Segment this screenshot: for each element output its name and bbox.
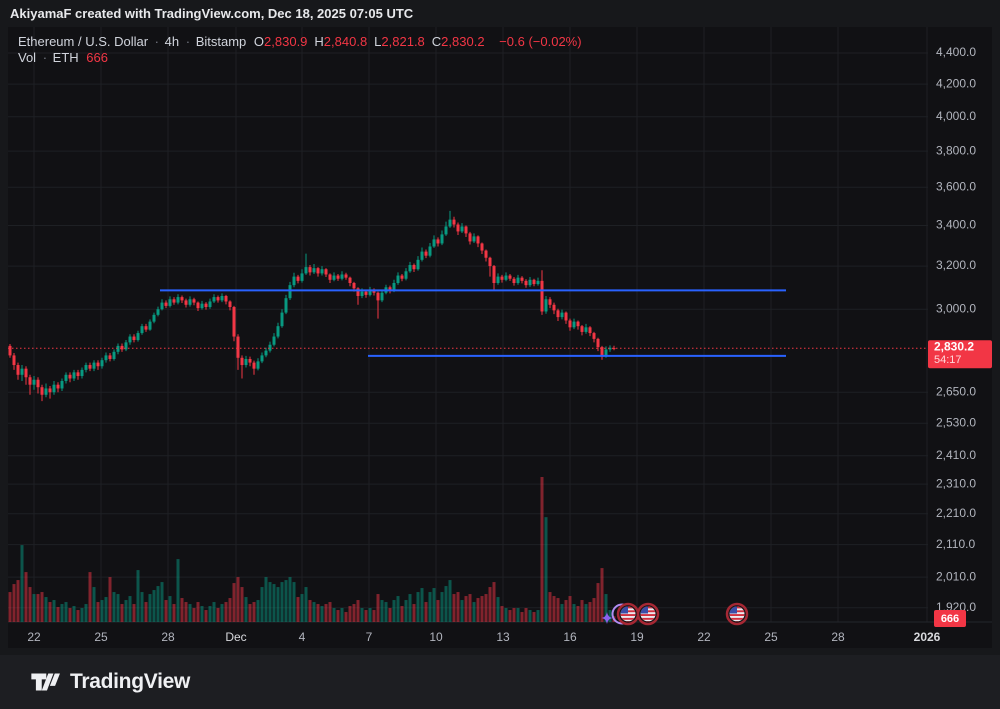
svg-text:7: 7 [366,630,373,644]
separator-dot: · [185,34,191,49]
ohlc-l-label: L [374,34,382,49]
svg-text:2,650.0: 2,650.0 [936,384,976,398]
candlestick-series [8,210,616,402]
legend-symbol-row: Ethereum / U.S. Dollar · 4h · Bitstamp O… [18,34,586,49]
us-flag-event-icon[interactable] [725,602,749,626]
svg-text:4,200.0: 4,200.0 [936,76,976,90]
svg-text:28: 28 [161,630,175,644]
price-axis[interactable]: 4,400.0 4,200.0 4,000.0 3,800.0 3,600.0 3,400… [936,45,976,614]
svg-text:2,310.0: 2,310.0 [936,476,976,490]
svg-text:3,200.0: 3,200.0 [936,258,976,272]
svg-text:2,110.0: 2,110.0 [936,537,975,551]
svg-text:19: 19 [630,630,644,644]
last-price-axis-label: 2,830.254:17 [928,339,992,369]
svg-text:Dec: Dec [225,630,246,644]
price-chart-canvas[interactable]: 4,400.0 4,200.0 4,000.0 3,800.0 3,600.0 3,400… [8,27,992,648]
svg-text:25: 25 [764,630,778,644]
sparkle-icon[interactable] [601,612,613,624]
tradingview-wordmark[interactable]: TradingView [70,670,191,693]
ohlc-h-value: 2,840.8 [323,34,368,49]
svg-text:2,530.0: 2,530.0 [936,415,976,429]
volume-axis-label: 666 [934,610,966,627]
svg-text:28: 28 [831,630,845,644]
legend-volume-row: Vol · ETH 666 [18,50,586,65]
svg-text:3,800.0: 3,800.0 [936,143,976,157]
attribution-bar: AkiyamaF created with TradingView.com, D… [0,0,1000,27]
svg-text:25: 25 [94,630,108,644]
volume-value: 666 [86,50,108,65]
us-flag-event-icon[interactable] [636,602,660,626]
svg-text:4: 4 [299,630,306,644]
exchange-label: Bitstamp [195,34,247,49]
interval-label: 4h [164,34,180,49]
ohlc-l-value: 2,821.8 [381,34,425,49]
footer-bar: TradingView [0,655,1000,709]
volume-label: Vol [18,50,37,65]
ohlc-values: O2,830.9 H2,840.8 L2,821.8 C2,830.2 [254,34,492,49]
svg-text:22: 22 [697,630,711,644]
separator-dot: · [42,50,48,65]
time-axis[interactable]: 22 25 28 Dec 4 7 10 13 16 19 22 25 28 2026 [27,630,940,644]
svg-text:22: 22 [27,630,41,644]
ohlc-c-value: 2,830.2 [441,34,485,49]
ohlc-h-label: H [314,34,324,49]
svg-text:16: 16 [563,630,577,644]
svg-text:2026: 2026 [914,630,941,644]
svg-text:2,010.0: 2,010.0 [936,569,976,583]
chart-legend: Ethereum / U.S. Dollar · 4h · Bitstamp O… [18,34,586,66]
svg-text:54:17: 54:17 [934,354,962,366]
svg-text:3,000.0: 3,000.0 [936,301,976,315]
chart-grid [8,27,992,623]
ohlc-o-value: 2,830.9 [264,34,308,49]
volume-series [8,477,616,622]
svg-text:4,000.0: 4,000.0 [936,109,976,123]
svg-text:3,600.0: 3,600.0 [936,179,976,193]
svg-text:666: 666 [941,613,959,625]
svg-text:2,210.0: 2,210.0 [936,506,976,520]
svg-text:3,400.0: 3,400.0 [936,218,976,232]
separator-dot: · [154,34,160,49]
svg-text:2,410.0: 2,410.0 [936,448,976,462]
tradingview-logo-icon[interactable] [30,669,60,695]
svg-text:4,400.0: 4,400.0 [936,45,976,59]
svg-text:2,830.2: 2,830.2 [934,339,974,353]
attribution-text: AkiyamaF created with TradingView.com, D… [10,6,414,21]
us-flag-event-icon[interactable] [616,602,640,626]
ohlc-c-label: C [431,34,442,49]
svg-text:10: 10 [429,630,443,644]
svg-text:13: 13 [496,630,510,644]
volume-unit: ETH [52,50,79,65]
symbol-title: Ethereum / U.S. Dollar [18,34,149,49]
ohlc-o-label: O [253,34,265,49]
change-value: −0.6 (−0.02%) [499,34,582,49]
